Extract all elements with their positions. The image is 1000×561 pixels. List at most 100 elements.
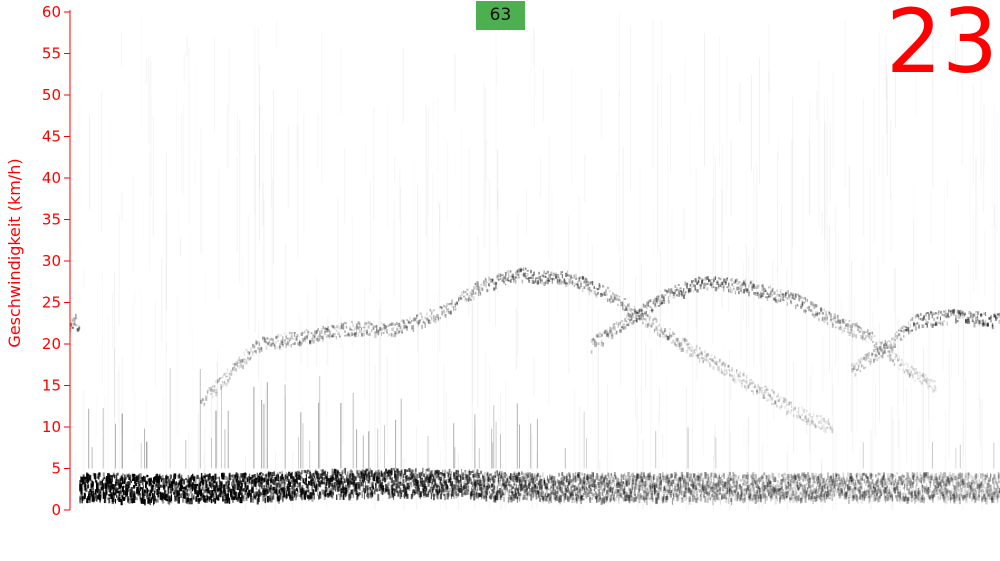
intensity-spike bbox=[454, 447, 455, 468]
intensity-cell bbox=[673, 492, 674, 497]
noise-streak bbox=[874, 87, 875, 242]
intensity-cell bbox=[315, 474, 316, 476]
intensity-cell bbox=[83, 478, 84, 485]
intensity-cell bbox=[638, 498, 640, 504]
noise-streak bbox=[176, 91, 177, 149]
intensity-cell bbox=[484, 472, 485, 477]
noise-streak bbox=[653, 19, 654, 169]
intensity-cell bbox=[440, 494, 442, 500]
intensity-cell bbox=[560, 496, 561, 503]
intensity-cell bbox=[602, 489, 603, 495]
intensity-cell bbox=[86, 488, 88, 492]
noise-streak bbox=[102, 271, 103, 386]
noise-streak bbox=[958, 263, 959, 377]
noise-streak bbox=[394, 198, 395, 298]
intensity-cell bbox=[649, 477, 650, 480]
intensity-cell bbox=[159, 482, 161, 484]
noise-streak bbox=[704, 33, 705, 166]
intensity-cell bbox=[518, 472, 520, 475]
intensity-spike bbox=[253, 387, 254, 469]
intensity-cell bbox=[550, 497, 552, 503]
intensity-cell bbox=[839, 482, 841, 485]
noise-streak bbox=[906, 389, 907, 463]
intensity-cell bbox=[788, 474, 790, 481]
noise-streak bbox=[838, 230, 839, 387]
noise-streak bbox=[237, 112, 238, 152]
intensity-cell bbox=[584, 477, 585, 481]
intensity-cell bbox=[663, 496, 665, 500]
intensity-cell bbox=[97, 482, 99, 486]
intensity-cell bbox=[691, 480, 692, 485]
intensity-spike bbox=[491, 429, 492, 469]
intensity-cell bbox=[325, 494, 327, 497]
intensity-cell bbox=[271, 488, 272, 491]
noise-streak bbox=[635, 277, 636, 418]
intensity-cell bbox=[741, 492, 742, 498]
noise-streak bbox=[883, 136, 884, 266]
intensity-cell bbox=[221, 481, 223, 486]
intensity-cell bbox=[662, 492, 663, 495]
intensity-cell bbox=[777, 498, 778, 501]
intensity-cell bbox=[343, 484, 344, 491]
intensity-cell bbox=[108, 487, 109, 492]
intensity-cell bbox=[473, 487, 474, 491]
noise-streak bbox=[947, 179, 948, 199]
intensity-cell bbox=[432, 474, 433, 477]
intensity-cell bbox=[209, 490, 211, 494]
intensity-cell bbox=[719, 475, 720, 479]
intensity-cell bbox=[188, 487, 190, 491]
intensity-cell bbox=[898, 476, 899, 479]
intensity-cell bbox=[631, 489, 632, 494]
intensity-cell bbox=[781, 487, 783, 490]
noise-streak bbox=[177, 295, 178, 435]
intensity-cell bbox=[692, 495, 695, 501]
intensity-cell bbox=[864, 487, 865, 489]
intensity-cell bbox=[799, 479, 800, 481]
noise-streak bbox=[879, 32, 880, 175]
noise-streak bbox=[818, 60, 819, 227]
noise-streak bbox=[205, 274, 206, 307]
intensity-cell bbox=[828, 490, 829, 495]
noise-streak bbox=[428, 106, 429, 217]
intensity-cell bbox=[513, 494, 514, 498]
intensity-cell bbox=[250, 496, 252, 499]
intensity-cell bbox=[746, 488, 747, 491]
intensity-cell bbox=[299, 474, 300, 480]
intensity-cell bbox=[314, 476, 316, 478]
intensity-cell bbox=[229, 498, 230, 504]
intensity-cell bbox=[93, 482, 94, 486]
intensity-cell bbox=[797, 480, 798, 484]
intensity-cell bbox=[166, 482, 167, 486]
intensity-spike bbox=[285, 385, 286, 469]
intensity-cell bbox=[136, 497, 138, 500]
intensity-cell bbox=[788, 490, 789, 494]
intensity-cell bbox=[101, 490, 102, 496]
intensity-cell bbox=[684, 475, 686, 478]
intensity-cell bbox=[243, 495, 244, 502]
intensity-cell bbox=[217, 477, 219, 479]
noise-streak bbox=[485, 138, 486, 182]
intensity-cell bbox=[152, 495, 154, 499]
intensity-cell bbox=[131, 496, 132, 500]
noise-streak bbox=[200, 129, 201, 254]
intensity-spike bbox=[537, 419, 538, 469]
intensity-cell bbox=[364, 493, 365, 500]
intensity-cell bbox=[107, 473, 108, 477]
intensity-cell bbox=[747, 478, 749, 484]
intensity-cell bbox=[696, 491, 697, 496]
intensity-cell bbox=[680, 484, 681, 488]
intensity-cell bbox=[274, 477, 275, 483]
noise-streak bbox=[979, 316, 980, 409]
noise-streak bbox=[822, 335, 823, 392]
noise-streak bbox=[217, 362, 218, 467]
intensity-spike bbox=[224, 429, 225, 468]
intensity-cell bbox=[578, 495, 579, 499]
intensity-cell bbox=[356, 475, 357, 478]
intensity-cell bbox=[278, 497, 280, 504]
intensity-cell bbox=[441, 484, 442, 489]
intensity-cell bbox=[344, 492, 345, 495]
intensity-spike bbox=[303, 423, 304, 468]
intensity-cell bbox=[315, 478, 316, 483]
intensity-cell bbox=[156, 499, 158, 503]
intensity-cell bbox=[582, 495, 583, 497]
